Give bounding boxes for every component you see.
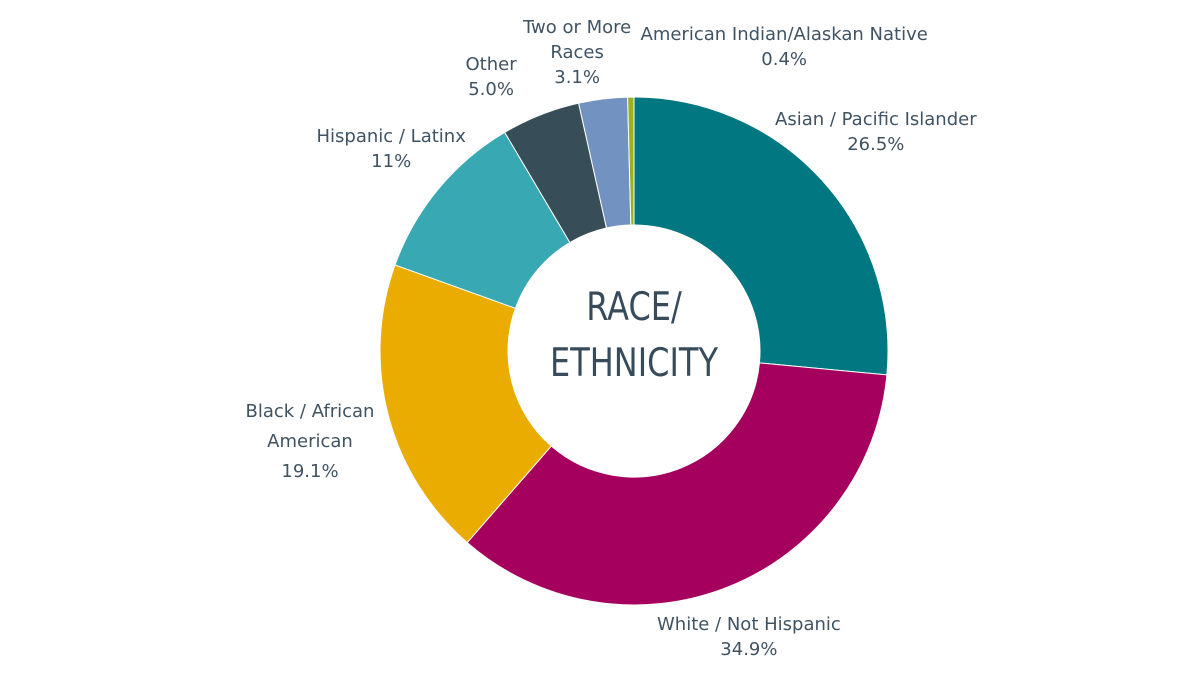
slice-value-label: 19.1% [281, 461, 339, 482]
slice-name-label: American [267, 431, 353, 452]
slice-name-label: Hispanic / Latinx [316, 126, 466, 147]
slice-name-label: American Indian/Alaskan Native [640, 24, 928, 45]
slice-name-label: Two or More [523, 17, 632, 38]
slice-black-african-american [379, 264, 552, 544]
slice-name-label: Asian / Pacific Islander [775, 109, 977, 130]
slice-name-label: Black / African [245, 401, 375, 422]
slice-label-other: Other 5.0% [466, 52, 517, 102]
slice-label-asian-pacific-islander: Asian / Pacific Islander 26.5% [775, 107, 977, 157]
slice-label-two-or-more-races: Two or More Races 3.1% [523, 15, 631, 90]
slices-group [379, 96, 889, 606]
slice-american-indian-alaskan-native [627, 96, 635, 226]
slice-asian-pacific-islander [633, 96, 889, 376]
slice-value-label: 5.0% [468, 79, 514, 100]
slice-label-black-african-american: Black / African American 19.1% [246, 397, 375, 487]
slice-value-label: 34.9% [720, 639, 778, 660]
slice-value-label: 26.5% [847, 134, 905, 155]
slice-value-label: 0.4% [761, 49, 808, 70]
slice-value-label: 11% [371, 151, 412, 172]
slice-name-label: Other [465, 54, 517, 75]
slice-label-american-indian-alaskan-native: American Indian/Alaskan Native 0.4% [641, 22, 928, 72]
center-title: RACE/ ETHNICITY [532, 280, 737, 392]
slice-value-label: 3.1% [554, 67, 600, 88]
center-title-line-1: RACE/ [586, 285, 682, 330]
slice-white-not-hispanic [466, 362, 888, 606]
slice-label-white-not-hispanic: White / Not Hispanic 34.9% [657, 612, 841, 662]
slice-name-label: White / Not Hispanic [657, 614, 841, 635]
slice-name-label: Races [550, 42, 604, 63]
center-title-line-2: ETHNICITY [550, 341, 718, 386]
slice-label-hispanic-latinx: Hispanic / Latinx 11% [317, 124, 466, 174]
